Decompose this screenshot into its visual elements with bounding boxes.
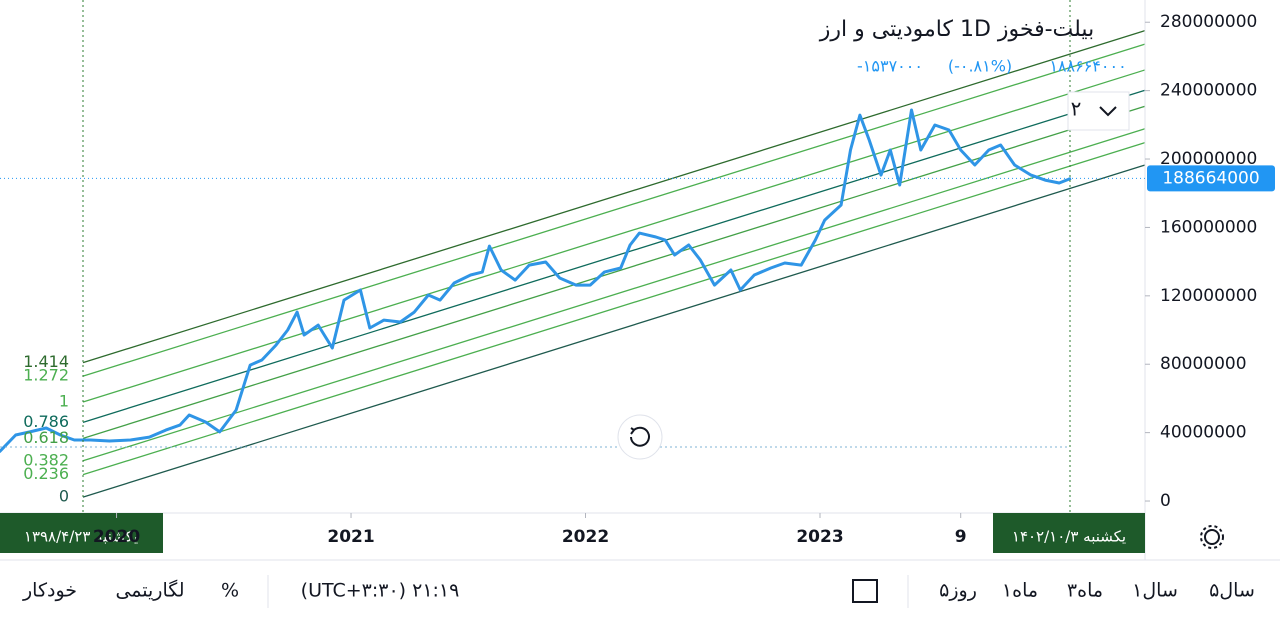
x-tick-label: 2022 [562, 527, 609, 547]
reset-icon[interactable] [630, 426, 650, 447]
settings-icon[interactable] [1200, 525, 1224, 549]
y-tick-label: 280000000 [1160, 12, 1257, 32]
y-tick-label: 240000000 [1160, 81, 1257, 101]
fib-level-label: 1.414 [23, 352, 69, 371]
range-button[interactable]: ۵روز [939, 580, 977, 602]
fib-level-label: 0.618 [23, 428, 69, 447]
range-button[interactable]: ۳ماه [1067, 580, 1103, 602]
interval-button[interactable] [1067, 91, 1130, 131]
auto-button[interactable]: خودکار [22, 580, 77, 602]
date-tag-label: یکشنبه ۱۴۰۲/۱۰/۳ [1012, 528, 1126, 546]
y-tick-label: 80000000 [1160, 354, 1247, 374]
fib-level-line [82, 29, 1145, 364]
reset-button[interactable] [617, 414, 663, 460]
interval-label[interactable]: ۲ [1071, 97, 1082, 121]
fib-level-line [82, 141, 1145, 476]
log-button[interactable]: لگاریتمی [115, 579, 184, 602]
fib-level-label: 0.382 [23, 450, 69, 469]
date-tag [993, 513, 1145, 553]
fib-level-label: 1.272 [23, 366, 69, 385]
percent-button[interactable]: % [221, 580, 239, 602]
fib-level-line [82, 128, 1145, 462]
range-button[interactable]: ۱سال [1132, 580, 1178, 602]
range-button[interactable]: ۵سال [1209, 580, 1255, 602]
last-price-tag [1147, 165, 1275, 192]
y-tick-label: 40000000 [1160, 423, 1247, 443]
y-tick-label: 0 [1160, 491, 1171, 511]
x-tick-label: 9 [955, 527, 967, 547]
y-tick-label: 160000000 [1160, 217, 1257, 237]
change: -۱۵۳۷۰۰۰ [857, 57, 923, 76]
fib-level-line [82, 89, 1145, 423]
chart-title: بیلت-فخوز 1D کامودیتی و ارز [819, 17, 1094, 42]
fib-level-line [82, 164, 1145, 498]
date-tag-label: یکشنبه ۱۳۹۸/۴/۲۳ [24, 528, 138, 546]
fib-level-line [82, 105, 1145, 439]
fib-level-line [82, 69, 1145, 403]
date-tag [0, 513, 163, 553]
x-tick-label: 2021 [327, 527, 374, 547]
fib-level-line [82, 43, 1145, 377]
price-line [0, 108, 1072, 454]
fib-level-label: 1 [59, 392, 69, 411]
plot-area [0, 29, 1145, 498]
last-price-label: 188664000 [1162, 168, 1259, 188]
y-tick-label: 120000000 [1160, 286, 1257, 306]
range-button[interactable]: ۱ماه [1002, 580, 1038, 602]
date-range-icon[interactable] [852, 579, 878, 603]
x-tick-label: 2020 [93, 527, 140, 547]
last-value: ۱۸۸۶۶۴۰۰۰ [1049, 57, 1126, 76]
y-tick-label: 200000000 [1160, 149, 1257, 169]
fib-level-label: 0.236 [23, 464, 69, 483]
fib-level-label: 0.786 [23, 412, 69, 431]
x-tick-label: 2023 [796, 527, 843, 547]
settings-icon[interactable] [1204, 529, 1220, 545]
time-label[interactable]: ۲۱:۱۹ (UTC+۳:۳۰) [301, 580, 460, 602]
dropdown-icon[interactable] [1099, 106, 1117, 117]
change-percent: (-۰.۸۱%) [948, 57, 1012, 76]
fib-level-label: 0 [59, 487, 69, 506]
